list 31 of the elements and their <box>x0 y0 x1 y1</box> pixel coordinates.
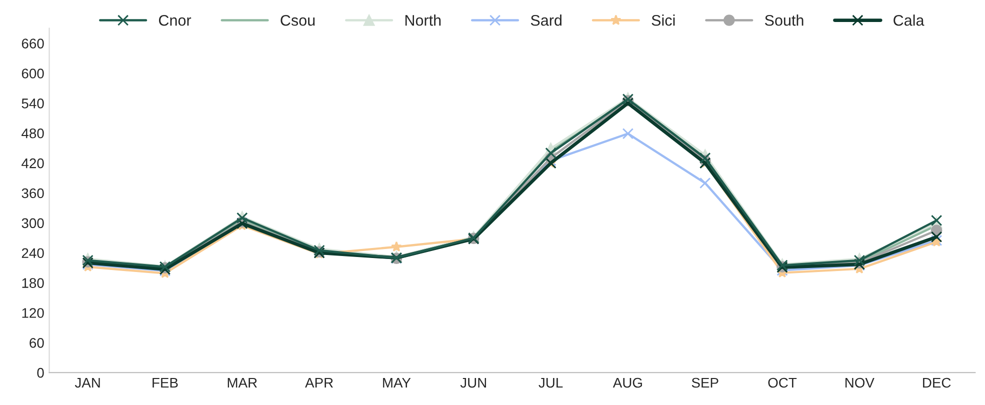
y-tick-label: 60 <box>30 338 44 348</box>
y-tick-label: 420 <box>22 158 44 168</box>
x-tick-label: JUN <box>460 378 486 388</box>
x-tick-label: APR <box>305 378 333 388</box>
x-tick-label: DEC <box>923 378 951 388</box>
legend-label: Cala <box>894 14 924 26</box>
y-tick-label: 600 <box>22 68 44 78</box>
x-tick-label: NOV <box>846 378 874 388</box>
y-tick-label: 180 <box>22 278 44 288</box>
y-tick-label: 120 <box>22 308 44 318</box>
legend-label: South <box>764 14 804 26</box>
legend-label: Sard <box>530 14 562 26</box>
x-tick-label: SEP <box>692 378 718 388</box>
y-tick-label: 360 <box>22 188 44 198</box>
legend-label: North <box>405 14 441 26</box>
y-tick-label: 660 <box>22 38 44 48</box>
x-tick-label: FEB <box>152 378 178 388</box>
y-tick-label: 240 <box>22 248 44 258</box>
x-tick-label: MAY <box>383 378 411 388</box>
x-tick-label: JUL <box>538 378 563 388</box>
y-tick-label: 0 <box>37 368 44 378</box>
legend-label: Csou <box>280 14 315 26</box>
legend-label: Cnor <box>158 14 192 26</box>
y-tick-label: 300 <box>22 218 44 228</box>
legend-label: Sici <box>652 14 675 26</box>
x-tick-label: AUG <box>612 378 642 388</box>
y-tick-label: 540 <box>22 98 44 108</box>
y-tick-label: 480 <box>22 128 44 138</box>
x-tick-label: JAN <box>74 378 100 388</box>
x-tick-label: OCT <box>768 378 797 388</box>
x-tick-label: MAR <box>228 378 257 388</box>
